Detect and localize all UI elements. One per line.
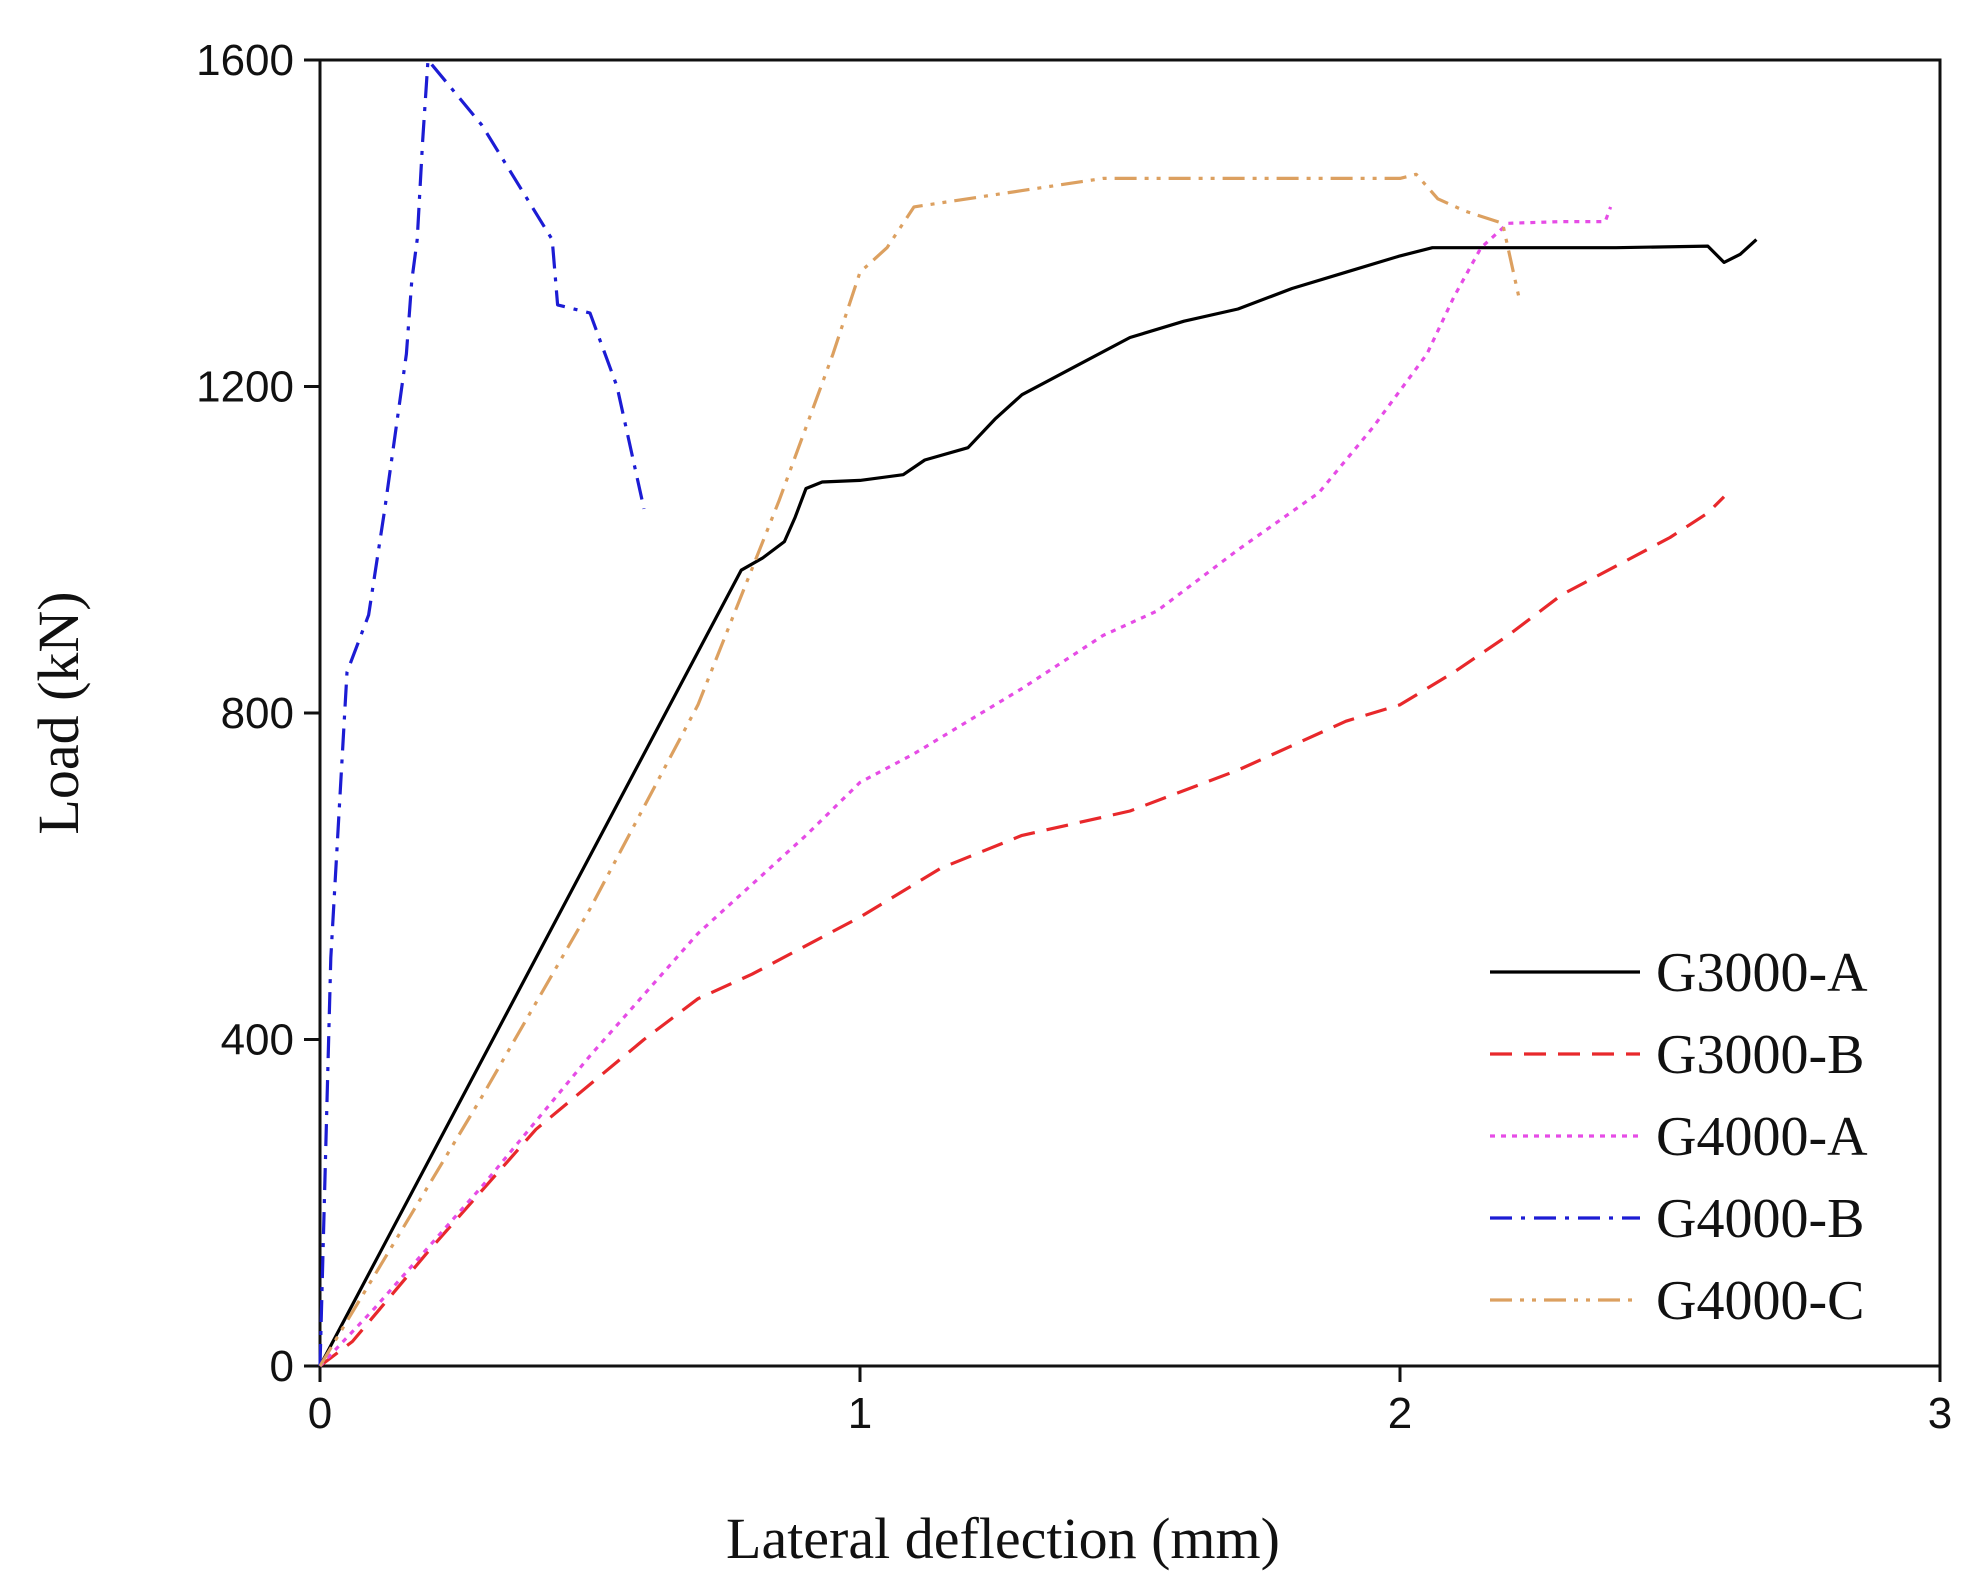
legend-label-g3000-b: G3000-B: [1656, 1024, 1864, 1086]
x-tick-label: 3: [1928, 1389, 1952, 1438]
x-tick-label: 2: [1388, 1389, 1412, 1438]
y-tick-label: 1600: [196, 36, 294, 85]
y-tick-label: 400: [221, 1016, 294, 1065]
x-axis-title: Lateral deflection (mm): [726, 1506, 1280, 1571]
y-axis-title: Load (kN): [26, 591, 91, 834]
series-line-g3000-b: [319, 495, 1726, 1368]
x-axis: 0 1 2 3: [308, 1366, 1952, 1438]
x-tick-label: 1: [848, 1389, 872, 1438]
y-tick-label: 800: [221, 689, 294, 738]
series-line-g4000-a: [318, 206, 1613, 1368]
legend-label-g4000-c: G4000-C: [1656, 1270, 1864, 1332]
series-line-g4000-b: [318, 58, 646, 1367]
legend: G3000-A G3000-B G4000-A G4000-B G4000-C: [1490, 942, 1868, 1332]
series-line-g4000-c: [318, 172, 1521, 1367]
plot-frame: [318, 58, 1942, 1368]
x-tick-label: 0: [308, 1389, 332, 1438]
series-line-g3000-a: [318, 238, 1758, 1367]
y-tick-label: 1200: [196, 363, 294, 412]
legend-label-g4000-b: G4000-B: [1656, 1188, 1864, 1250]
y-axis: 0 400 800 1200 1600: [196, 36, 320, 1391]
legend-label-g3000-a: G3000-A: [1656, 942, 1868, 1004]
y-tick-label: 0: [270, 1342, 294, 1391]
legend-label-g4000-a: G4000-A: [1656, 1106, 1868, 1168]
series-layer: [318, 58, 1758, 1368]
